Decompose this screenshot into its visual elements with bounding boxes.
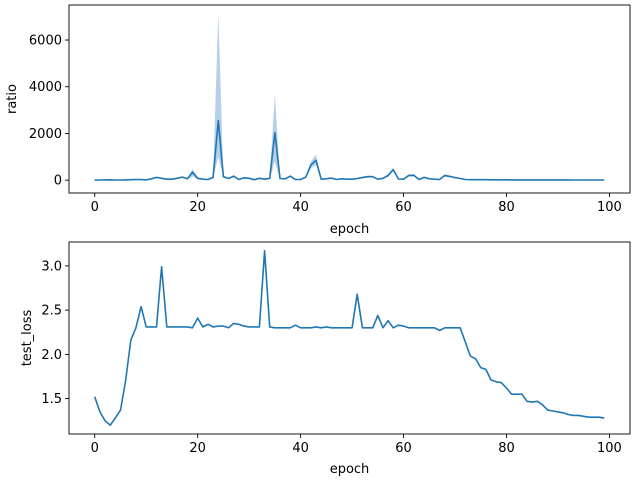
x-tick-label: 0 — [91, 200, 99, 215]
x-tick-label: 60 — [395, 200, 412, 215]
y-axis-label: ratio — [5, 84, 20, 114]
x-tick-label: 20 — [189, 441, 206, 456]
ratio-chart-panel: 0 20 40 60 80 100 0 2000 4000 6000 epoch ratio — [5, 4, 631, 237]
series-line — [93, 250, 605, 427]
confidence-band — [94, 13, 605, 181]
x-tick-label: 100 — [597, 441, 622, 456]
y-tick-label: 3.0 — [41, 259, 62, 274]
x-tick-label: 100 — [597, 200, 622, 215]
x-tick-label: 0 — [91, 441, 99, 456]
x-tick-label: 80 — [498, 200, 515, 215]
y-tick-label: 2000 — [29, 127, 62, 142]
series-line — [94, 119, 605, 181]
y-tick-label: 1.5 — [41, 392, 62, 407]
y-axis-label: test_loss — [20, 309, 35, 366]
x-tick-label: 40 — [292, 441, 309, 456]
y-tick-label: 6000 — [29, 34, 62, 49]
x-tick-label: 20 — [189, 200, 206, 215]
x-axis-label: epoch — [330, 462, 370, 477]
axes-frame — [68, 241, 631, 435]
y-tick-label: 4000 — [29, 80, 62, 95]
x-axis-label: epoch — [330, 222, 370, 237]
test-loss-chart-panel: 0 20 40 60 80 100 1.5 2.0 2.5 3.0 epoch test_loss — [20, 241, 631, 477]
y-tick-label: 2.0 — [41, 348, 62, 363]
y-tick-label: 0 — [54, 174, 62, 189]
x-tick-label: 40 — [292, 200, 309, 215]
x-tick-label: 80 — [498, 441, 515, 456]
y-tick-label: 2.5 — [41, 304, 62, 319]
x-tick-label: 60 — [395, 441, 412, 456]
axes-frame — [68, 4, 631, 194]
